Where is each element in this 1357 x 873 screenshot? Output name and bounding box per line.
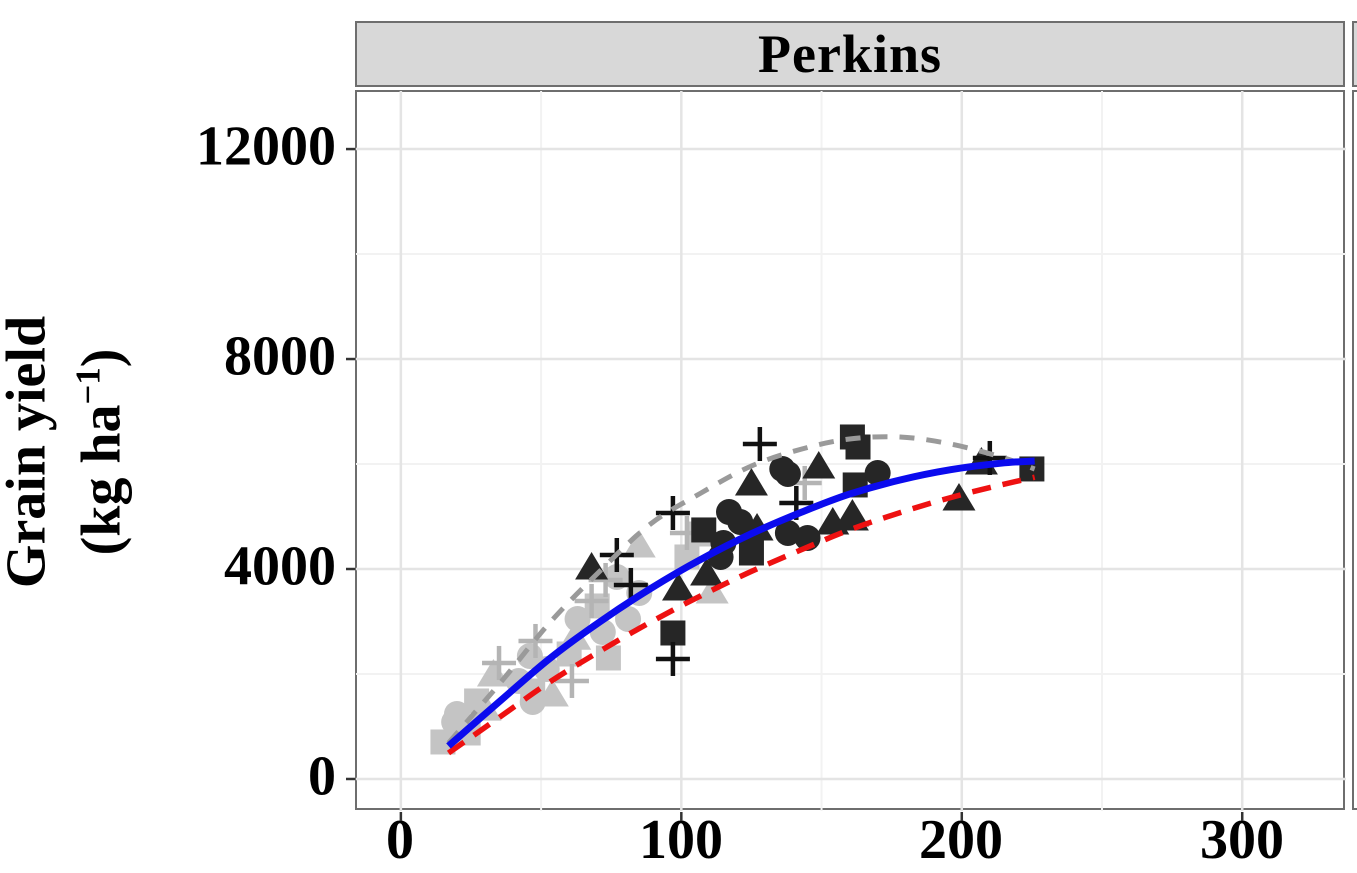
marker-dark-triangle <box>690 557 724 586</box>
curve-upper-envelope <box>446 434 1036 745</box>
curve-mean-response <box>446 457 1035 749</box>
marker-dark-triangle <box>734 467 768 496</box>
marker-dark-circle <box>727 508 754 535</box>
facet-strip: Perkins <box>355 21 1345 87</box>
marker-dark-circle <box>774 460 801 487</box>
marker-dark-triangle <box>835 498 869 527</box>
marker-dark-circle <box>864 459 891 486</box>
y-tick-label-8000: 8000 <box>224 325 336 388</box>
facet-title: Perkins <box>757 24 942 84</box>
marker-light-triangle <box>535 678 569 707</box>
y-axis-title: Grain yield (kg ha−1) <box>0 316 132 588</box>
next-facet-panel-sliver <box>1352 90 1357 810</box>
y-axis-title-line1: Grain yield <box>0 315 58 589</box>
y-tick-label-4000: 4000 <box>224 535 336 598</box>
marker-light-circle <box>443 700 470 727</box>
marker-light-triangle <box>622 529 656 558</box>
marker-dark-square <box>660 620 686 646</box>
marker-dark-square <box>738 540 764 566</box>
marker-light-circle <box>564 605 591 632</box>
marker-dark-circle <box>774 519 801 546</box>
plot-panel <box>346 90 1346 821</box>
marker-dark-triangle <box>662 572 696 601</box>
y-tick-label-0: 0 <box>308 745 336 808</box>
y-tick-label-12000: 12000 <box>196 115 336 178</box>
plot-canvas <box>346 91 1346 821</box>
y-axis-title-line2: (kg ha−1) <box>68 348 133 556</box>
next-facet-strip-sliver <box>1352 21 1357 87</box>
marker-light-circle <box>615 605 642 632</box>
curve-lower-envelope <box>446 474 1036 756</box>
superscript-exponent: −1 <box>68 367 108 405</box>
marker-dark-triangle <box>802 450 836 479</box>
marker-light-square <box>595 645 621 671</box>
